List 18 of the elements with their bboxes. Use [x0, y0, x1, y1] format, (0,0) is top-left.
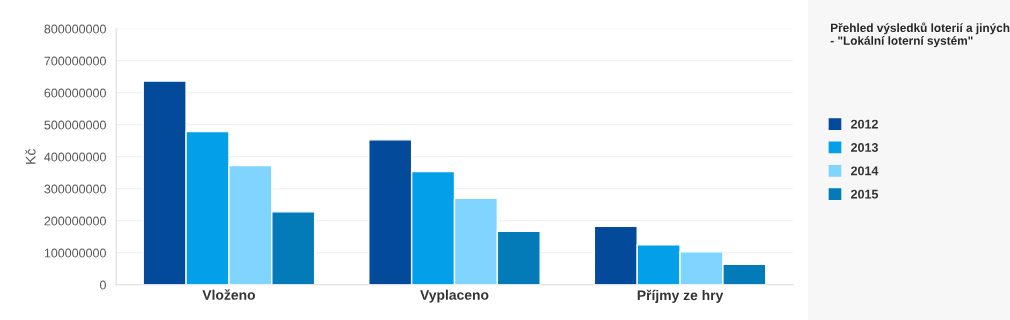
y-tick-label: 0	[99, 280, 106, 290]
legend-label: 2013	[851, 143, 878, 152]
y-tick-label: 100000000	[44, 248, 106, 258]
y-tick-label: 700000000	[44, 56, 106, 66]
legend-label: 2012	[851, 119, 878, 129]
x-tick-label: Vyplaceno	[420, 289, 489, 303]
y-tick-label: 300000000	[44, 184, 106, 194]
legend-label: 2015	[851, 189, 879, 199]
legend-label: 2014	[851, 166, 879, 176]
y-axis-title: Kč	[25, 149, 36, 164]
y-tick-label: 600000000	[44, 88, 106, 98]
y-tick-label: 800000000	[44, 24, 106, 34]
x-tick-label: Příjmy ze hry	[637, 289, 724, 303]
y-tick-label: 500000000	[44, 120, 106, 130]
x-tick-label: Vloženo	[202, 289, 256, 300]
y-tick-label: 400000000	[44, 152, 106, 162]
y-tick-label: 200000000	[44, 216, 106, 226]
text: Přehled výsledků loterií a jiných - "Lokální loterní systém"	[830, 22, 1010, 48]
